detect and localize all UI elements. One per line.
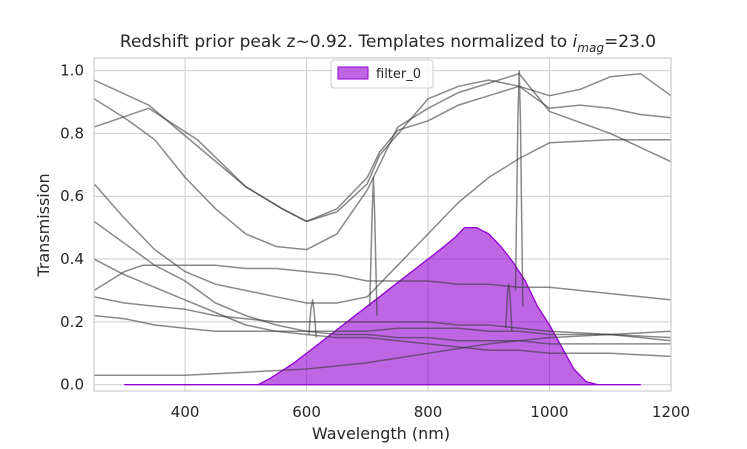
x-tick-label: 800 xyxy=(414,403,443,421)
x-tick-label: 1000 xyxy=(530,403,568,421)
series-template_2 xyxy=(93,79,672,223)
legend-label-filter-0: filter_0 xyxy=(376,67,421,82)
x-tick-label: 1200 xyxy=(652,403,690,421)
series-spike_610 xyxy=(308,299,318,338)
series-template_10 xyxy=(94,330,672,377)
series-spike_710 xyxy=(368,176,378,316)
filter-0-area xyxy=(124,226,641,386)
chart-title-rest: =23.0 xyxy=(604,32,656,52)
x-tick-label: 600 xyxy=(292,403,321,421)
tick-layer: 400 600 800 1000 1200 0.0 0.2 0.4 0.6 0.8 1.0 xyxy=(60,62,690,421)
legend: filter_0 xyxy=(330,59,434,89)
y-axis-label: Transmission xyxy=(34,173,53,277)
legend-swatch-filter-0 xyxy=(337,66,369,80)
y-tick-label: 0.0 xyxy=(60,376,84,394)
series-template_8 xyxy=(93,296,672,339)
series-template_4 xyxy=(93,138,671,304)
chart-title: Redshift prior peak z~0.92. Templates no… xyxy=(120,32,656,55)
plot-frame xyxy=(93,57,672,392)
chart-title-main: Redshift prior peak z~0.92. Templates no… xyxy=(120,32,573,52)
series-template_3 xyxy=(93,72,672,251)
series-template_7 xyxy=(93,258,672,358)
series-template_5 xyxy=(93,264,672,301)
y-tick-label: 0.2 xyxy=(60,313,84,331)
series-spike_952 xyxy=(514,69,524,307)
y-tick-label: 1.0 xyxy=(60,62,84,80)
chart-title-sub: mag xyxy=(577,41,604,55)
series-spike_932 xyxy=(505,283,513,332)
x-axis-label: Wavelength (nm) xyxy=(312,424,450,443)
filter-layer xyxy=(124,226,641,386)
series-template_9 xyxy=(93,314,672,342)
series-layer xyxy=(93,69,672,377)
series-template_6 xyxy=(93,220,671,345)
x-tick-label: 400 xyxy=(171,403,200,421)
chart-title-var: i xyxy=(573,32,578,52)
series-template_1 xyxy=(93,72,672,223)
y-tick-label: 0.4 xyxy=(60,250,84,268)
y-tick-label: 0.6 xyxy=(60,187,84,205)
y-tick-label: 0.8 xyxy=(60,124,84,142)
